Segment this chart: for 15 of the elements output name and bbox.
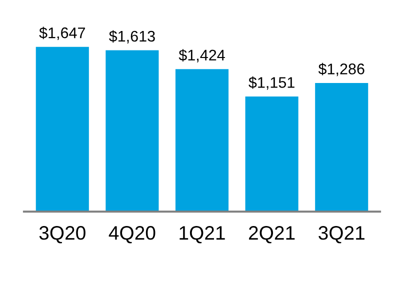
bar (106, 50, 159, 212)
x-tick-label: 1Q21 (180, 226, 225, 244)
bar (175, 69, 229, 212)
data-label: $1,151 (248, 76, 294, 90)
data-label: $1,613 (109, 30, 155, 44)
x-tick-label: 4Q20 (108, 226, 156, 244)
data-label: $1,286 (318, 62, 364, 76)
data-label: $1,647 (39, 26, 85, 40)
x-tick-label: 3Q21 (318, 226, 364, 244)
bar (245, 96, 298, 212)
data-label: $1,424 (178, 49, 225, 62)
bar (315, 82, 368, 212)
x-tick-label: 3Q20 (39, 226, 86, 244)
bar (36, 46, 89, 212)
x-tick-label: 2Q21 (249, 226, 295, 244)
